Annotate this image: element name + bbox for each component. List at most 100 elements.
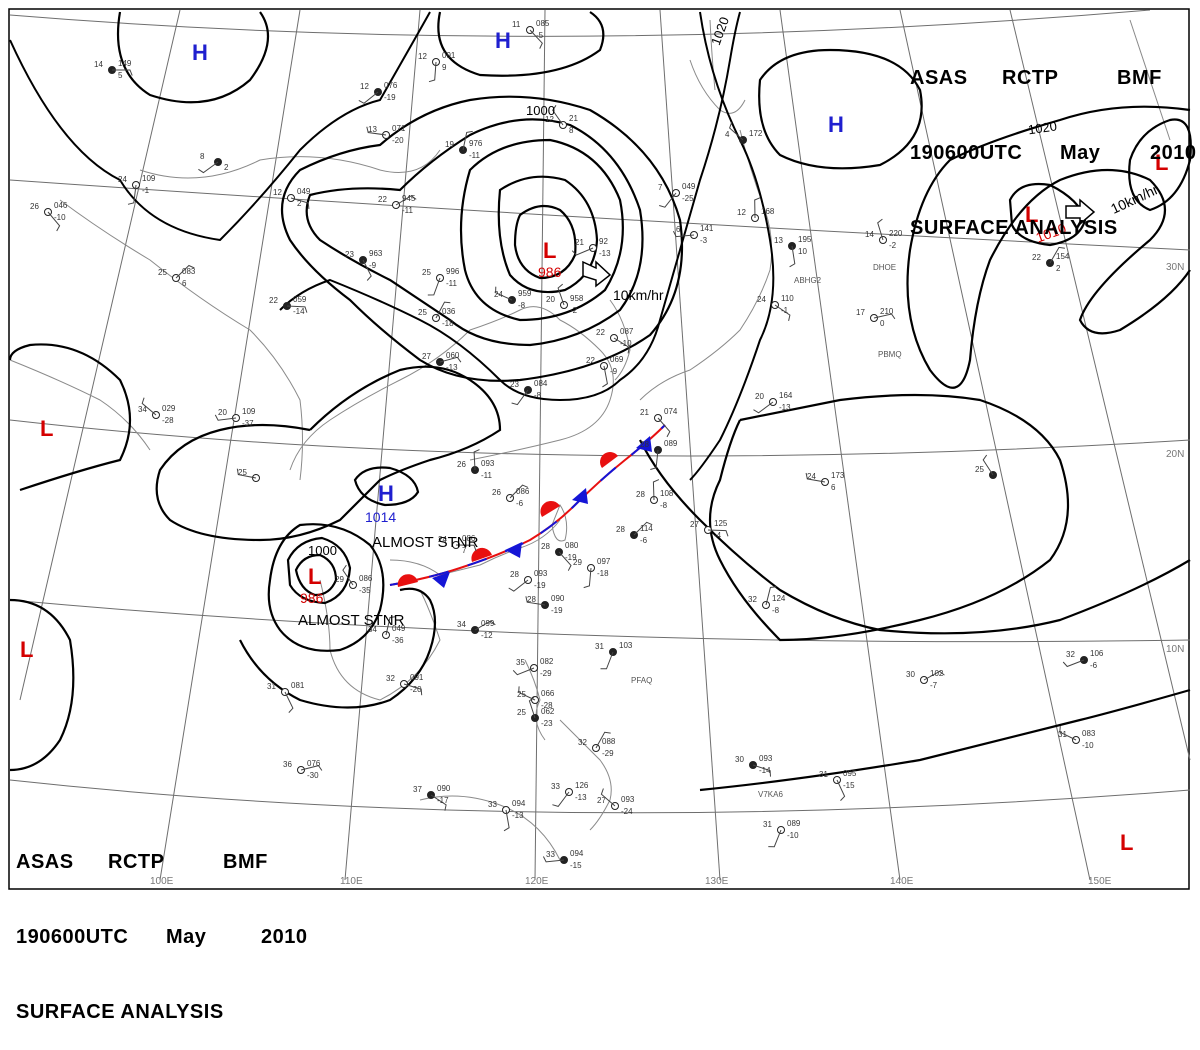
station-tendency: 10 [798, 247, 807, 256]
wind-barb-icon [362, 259, 372, 281]
wind-barb-icon [175, 264, 195, 279]
header-block-top: ASAS RCTP BMF 190600UTC May 2010 SURFACE… [910, 16, 1200, 266]
station-plot: 24 959 -8 [494, 286, 532, 310]
station-pressure: 959 [518, 289, 532, 298]
lat-line-30n [9, 179, 1191, 251]
station-tendency: -36 [392, 636, 404, 645]
station-tendency: -12 [481, 631, 493, 640]
isobar-ne-ring [1128, 118, 1192, 212]
wind-barb-icon [403, 683, 423, 696]
station-tendency: -2 [889, 241, 897, 250]
wind-barb-icon [47, 211, 61, 232]
station-plot: 7 049 -25 [658, 182, 696, 208]
station-pressure: 049 [297, 187, 311, 196]
isobar-value-label: 1000 [308, 543, 337, 558]
motion-arrows [582, 198, 1096, 288]
station-pressure: 102 [930, 669, 944, 678]
wind-barb-icon [284, 691, 294, 713]
wind-barb-icon [752, 764, 771, 777]
isobar-1020-north [9, 11, 431, 242]
station-pressure: 084 [534, 379, 548, 388]
motion-arrow-icon [582, 260, 612, 288]
station-temperature: 28 [527, 595, 536, 604]
station-plot: 24 109 -1 [118, 174, 156, 205]
station-tendency: -30 [307, 771, 319, 780]
station-temperature: 21 [575, 238, 584, 247]
station-tendency: 0 [880, 319, 885, 328]
wind-barb-icon [439, 356, 462, 363]
isobar-1020-east [689, 11, 775, 481]
lon-line-160e [1009, 9, 1191, 761]
station-temperature: 33 [551, 782, 560, 791]
station-plot: 25 083 6 [158, 264, 196, 288]
station-plot: 26 086 -6 [492, 484, 530, 508]
station-pressure: 046 [54, 201, 68, 210]
station-pressure: 066 [541, 689, 555, 698]
coast-borneo [419, 795, 561, 861]
station-plot: 12 049 2 [273, 187, 311, 209]
station-tendency: -6 [516, 499, 524, 508]
station-plot: 20 164 -13 [753, 391, 793, 414]
station-temperature: 26 [492, 488, 501, 497]
station-plot: 12 168 [737, 197, 775, 222]
low-center-label: L [1155, 150, 1168, 175]
station-tendency: -8 [518, 301, 526, 310]
station-temperature: 32 [386, 674, 395, 683]
station-sky-cover-icon [879, 236, 887, 244]
station-temperature: 12 [418, 52, 427, 61]
station-tendency: -19 [534, 581, 546, 590]
wind-barb-icon [923, 670, 945, 681]
station-tendency: -9 [610, 367, 618, 376]
station-pressure: 958 [570, 294, 584, 303]
station-temperature: 17 [856, 308, 865, 317]
station-pressure: 996 [446, 267, 460, 276]
station-sky-cover-icon [382, 631, 390, 639]
station-tendency: -1 [142, 186, 150, 195]
station-pressure: 085 [536, 19, 550, 28]
station-tendency: -23 [541, 719, 553, 728]
coast-south-china [389, 519, 561, 576]
station-pressure: 091 [442, 51, 456, 60]
wind-barb-icon [873, 313, 896, 320]
station-temperature: 25 [158, 268, 167, 277]
longitude-label: 140E [890, 876, 914, 887]
station-pressure: 945 [402, 194, 416, 203]
station-plot: 31 103 [595, 641, 633, 670]
station-pressure: 089 [664, 439, 678, 448]
graticule [9, 9, 1191, 881]
wind-barb-icon [1059, 726, 1077, 741]
station-plot: 6 141 -3 [672, 224, 714, 245]
station-temperature: 7 [658, 183, 663, 192]
station-pressure: 093 [534, 569, 548, 578]
station-tendency: -3 [700, 236, 708, 245]
wind-barb-icon [600, 788, 616, 807]
station-tendency: -29 [602, 749, 614, 758]
station-tendency: -15 [570, 861, 582, 870]
station-plot: 21 92 -13 [571, 237, 611, 258]
isobar-low-core [513, 204, 577, 280]
station-temperature: 32 [578, 738, 587, 747]
high-center-label: H [828, 112, 844, 137]
station-pressure: 082 [540, 657, 554, 666]
station-tendency: 2 [297, 199, 302, 208]
station-temperature: 24 [118, 175, 127, 184]
station-plot: 33 094 -15 [542, 849, 584, 870]
station-plot: 34 099 -12 [457, 619, 496, 640]
station-temperature: 22 [586, 356, 595, 365]
station-plot: 13 195 10 [774, 235, 812, 268]
wind-barb-icon [602, 365, 608, 388]
isobar-1020-large [906, 105, 1191, 389]
station-tendency: -13 [512, 811, 524, 820]
station-tendency: -10 [1082, 741, 1094, 750]
station-tendency: -1 [781, 306, 789, 315]
station-temperature: 26 [457, 460, 466, 469]
station-temperature: 13 [774, 236, 783, 245]
station-plot: 26 046 -10 [30, 201, 68, 232]
station-temperature: 24 [438, 535, 447, 544]
station-tendency: 9 [442, 63, 447, 72]
station-pressure: 976 [469, 139, 483, 148]
station-plot: 28 114 -6 [616, 521, 653, 545]
station-pressure: 210 [880, 307, 894, 316]
station-tendency: -28 [162, 416, 174, 425]
station-plot: 24 110 -1 [757, 294, 794, 322]
